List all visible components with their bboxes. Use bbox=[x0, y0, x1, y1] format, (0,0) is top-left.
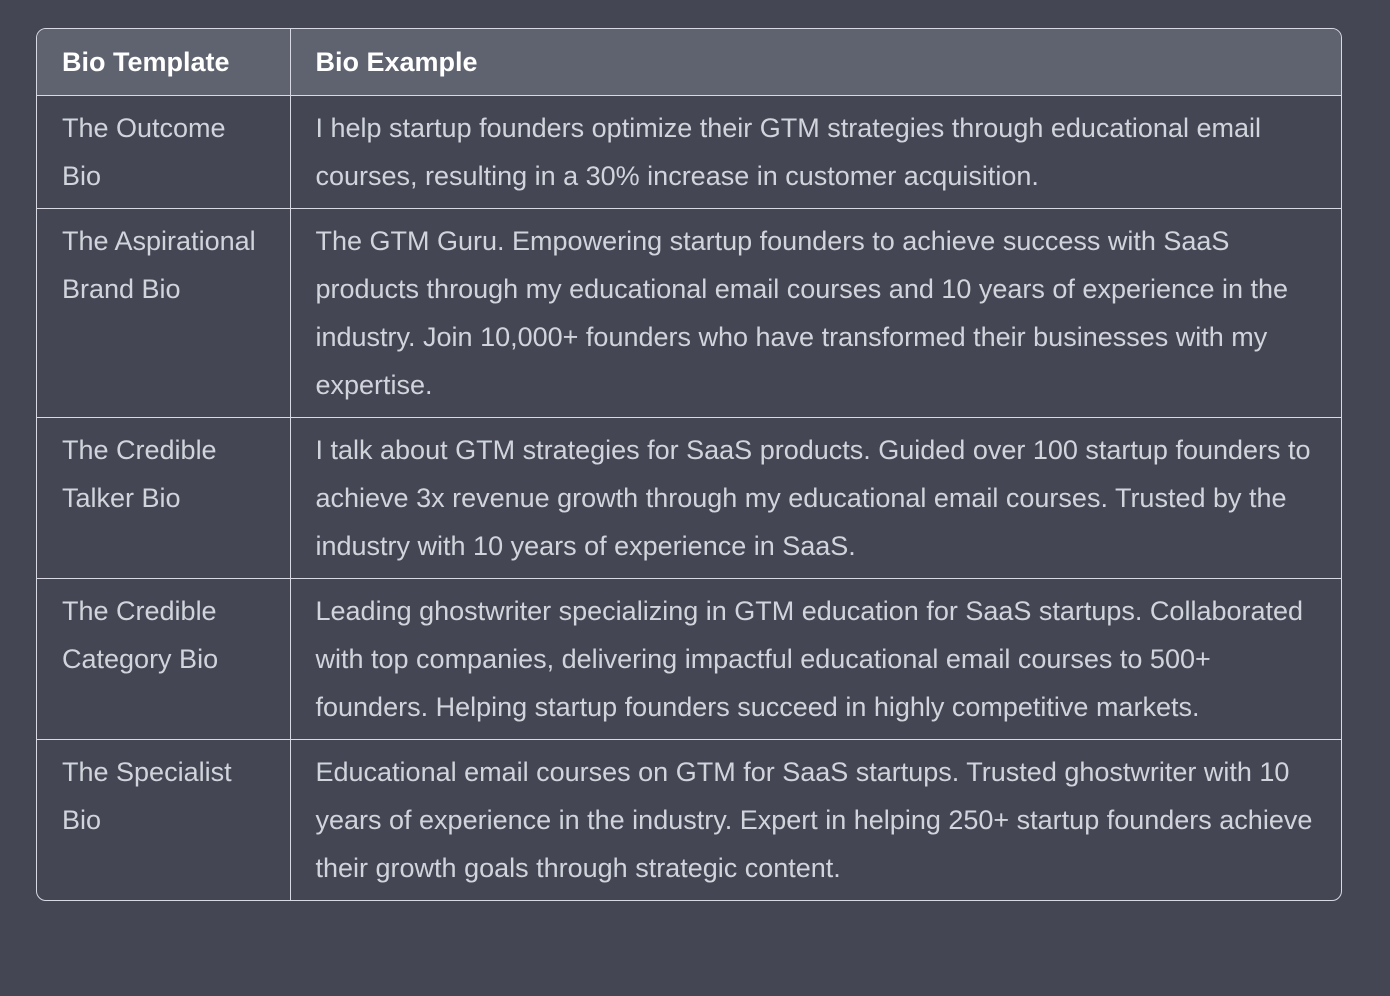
bio-template-cell: The Outcome Bio bbox=[37, 95, 291, 209]
bio-example-cell: Leading ghostwriter specializing in GTM … bbox=[290, 578, 1341, 740]
bio-table-container: Bio Template Bio Example The Outcome Bio… bbox=[36, 28, 1342, 901]
table-row: The Specialist Bio Educational email cou… bbox=[37, 739, 1341, 900]
bio-template-cell: The Aspirational Brand Bio bbox=[37, 208, 291, 418]
bio-table: Bio Template Bio Example The Outcome Bio… bbox=[37, 29, 1341, 900]
bio-example-cell: Educational email courses on GTM for Saa… bbox=[315, 757, 1313, 883]
table-row: The Credible Category Bio Leading ghostw… bbox=[37, 578, 1341, 740]
bio-template-cell: The Credible Talker Bio bbox=[37, 417, 291, 579]
header-bio-template: Bio Template bbox=[37, 29, 291, 96]
header-row: Bio Template Bio Example bbox=[37, 29, 1341, 96]
header-bio-example: Bio Example bbox=[290, 29, 1341, 96]
bio-template-cell: The Specialist Bio bbox=[37, 739, 291, 900]
table-body: The Outcome Bio I help startup founders … bbox=[37, 95, 1341, 900]
bio-example-cell: The GTM Guru. Empowering startup founder… bbox=[290, 208, 1341, 418]
bio-example-cell: I help startup founders optimize their G… bbox=[290, 95, 1341, 209]
table-row: The Outcome Bio I help startup founders … bbox=[37, 95, 1341, 209]
table-row: The Aspirational Brand Bio The GTM Guru.… bbox=[37, 208, 1341, 418]
table-row: The Credible Talker Bio I talk about GTM… bbox=[37, 417, 1341, 579]
table-header: Bio Template Bio Example bbox=[37, 29, 1341, 96]
bio-example-cell: I talk about GTM strategies for SaaS pro… bbox=[290, 417, 1341, 579]
bio-template-cell: The Credible Category Bio bbox=[37, 578, 291, 740]
